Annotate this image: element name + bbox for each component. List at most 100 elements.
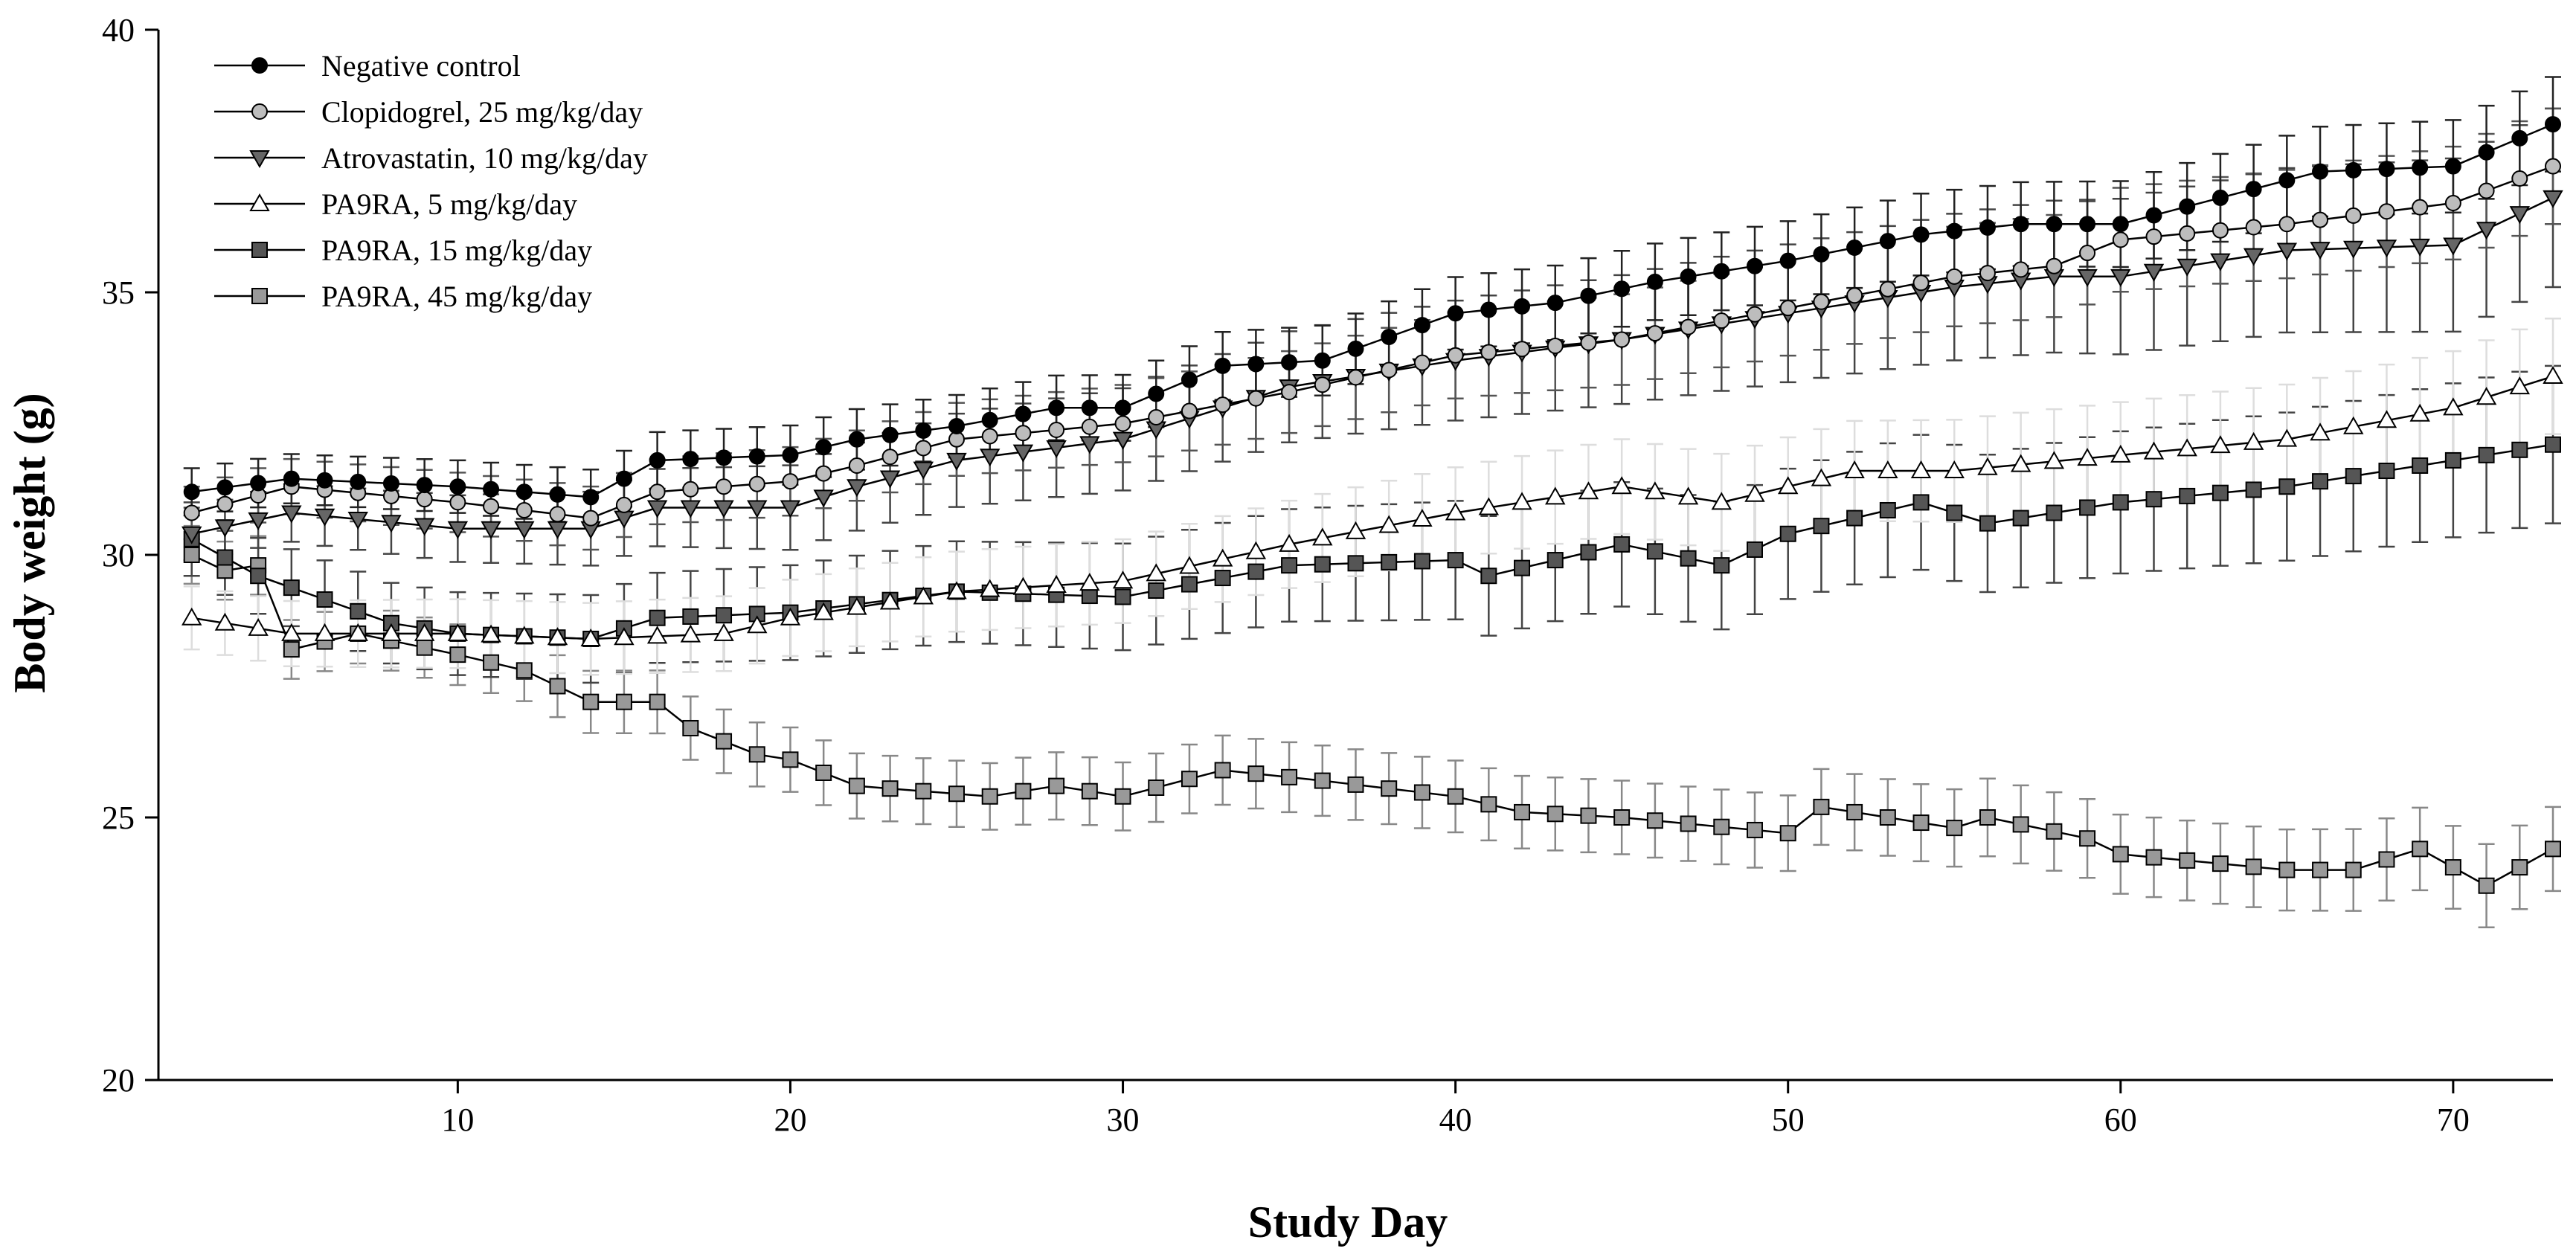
series-3-point (614, 627, 635, 646)
x-tick-label: 60 (2104, 1102, 2137, 1138)
series-4-point (716, 607, 733, 624)
series-4-point (2345, 468, 2362, 485)
series-0-point (1381, 329, 1398, 346)
series-1-point (216, 495, 234, 512)
series-3-point (813, 602, 834, 620)
series-1-point (1447, 347, 1464, 364)
series-1-point (1281, 384, 1298, 401)
series-5-point (1148, 779, 1165, 796)
series-5-point (1081, 782, 1098, 800)
series-0-point (2212, 189, 2229, 206)
series-3-point (2110, 444, 2131, 463)
series-2-point (2543, 190, 2563, 208)
series-4-point (1214, 570, 1231, 587)
x-tick-label: 50 (1772, 1102, 1805, 1138)
series-5-point (1214, 762, 1231, 779)
series-1-point (483, 498, 500, 515)
series-2-point (2376, 240, 2397, 258)
series-0-point (1480, 301, 1497, 318)
series-1-point (1546, 338, 1564, 355)
series-0-point (2145, 207, 2162, 224)
legend-label: PA9RA, 15 mg/kg/day (321, 234, 592, 267)
series-3-point (2276, 428, 2298, 447)
series-0-point (981, 411, 998, 428)
series-3-point (2077, 448, 2098, 466)
series-5-point (2112, 846, 2129, 863)
series-5-point (1946, 820, 1963, 837)
series-4-point (1114, 588, 1131, 605)
series-0-point (1946, 222, 1963, 240)
x-tick-label: 30 (1107, 1102, 1140, 1138)
series-0-point (250, 475, 267, 492)
series-4-point (1879, 501, 1896, 518)
series-2-point (414, 518, 435, 536)
legend-item-1: Clopidogrel, 25 mg/kg/day (214, 95, 643, 129)
series-5-point (1680, 815, 1697, 832)
series-4-point (2046, 504, 2063, 521)
series-0-point (1447, 305, 1464, 322)
series-4-point (1912, 494, 1930, 511)
series-4-point (1347, 555, 1364, 572)
series-2-point (913, 461, 934, 480)
series-0-point (2545, 116, 2561, 133)
legend-label: PA9RA, 45 mg/kg/day (321, 280, 592, 313)
series-2-point (381, 515, 402, 533)
series-5-point (1015, 782, 1032, 800)
series-0-point (682, 451, 699, 468)
series-5-point (748, 746, 765, 763)
series-5-point (782, 751, 799, 768)
series-1-point (1813, 293, 1830, 310)
series-1-point (1480, 344, 1497, 361)
series-0-point (483, 480, 500, 498)
series-5-point (1813, 798, 1830, 815)
legend-item-3: PA9RA, 5 mg/kg/day (214, 187, 577, 221)
series-1-point (1680, 318, 1697, 335)
series-4-point (2179, 487, 2196, 504)
series-0-point (1580, 287, 1597, 304)
series-0-point (2478, 144, 2495, 161)
series-4-point (2112, 494, 2129, 511)
series-1-point (981, 428, 998, 445)
series-1-point (2112, 231, 2129, 248)
series-2-point (2110, 269, 2131, 287)
series-4-point (250, 568, 267, 585)
series-1-point (2478, 182, 2495, 199)
series-2-point (646, 500, 668, 518)
series-2-point (1112, 431, 1134, 450)
series-3-point (414, 623, 435, 641)
series-3-point (347, 623, 368, 641)
series-5-point (1281, 768, 1298, 785)
series-2-point (2476, 222, 2497, 240)
series-0-point (416, 477, 433, 494)
series-4-point (1680, 550, 1697, 567)
series-1-point (782, 473, 799, 490)
series-3-point (1878, 460, 1898, 479)
series-2-point (281, 505, 302, 524)
series-1-point (2312, 211, 2329, 228)
series-1-point (915, 440, 932, 457)
series-1-point (1214, 396, 1231, 414)
series-5-point (881, 780, 899, 797)
y-tick-label: 30 (102, 537, 135, 573)
series-5-point (1480, 796, 1497, 813)
series-0-point (1148, 385, 1165, 402)
series-0-point (1114, 399, 1131, 417)
series-0-point (2046, 216, 2063, 233)
legend-marker (251, 242, 268, 258)
series-3-point (314, 623, 335, 641)
series-5-point (2345, 861, 2362, 878)
series-4-point (1646, 543, 1663, 560)
series-1-point (2378, 203, 2395, 220)
series-4-point (2145, 491, 2162, 508)
series-5-point (2245, 858, 2262, 875)
series-1-point (2079, 245, 2096, 262)
series-2-point (780, 500, 801, 518)
y-tick-label: 35 (102, 274, 135, 311)
series-1-point (1713, 312, 1730, 330)
series-4-point (1846, 510, 1863, 527)
series-3-point (680, 624, 701, 643)
series-5-point (515, 662, 533, 679)
series-4-point (2278, 478, 2296, 495)
series-3-point (646, 626, 668, 644)
